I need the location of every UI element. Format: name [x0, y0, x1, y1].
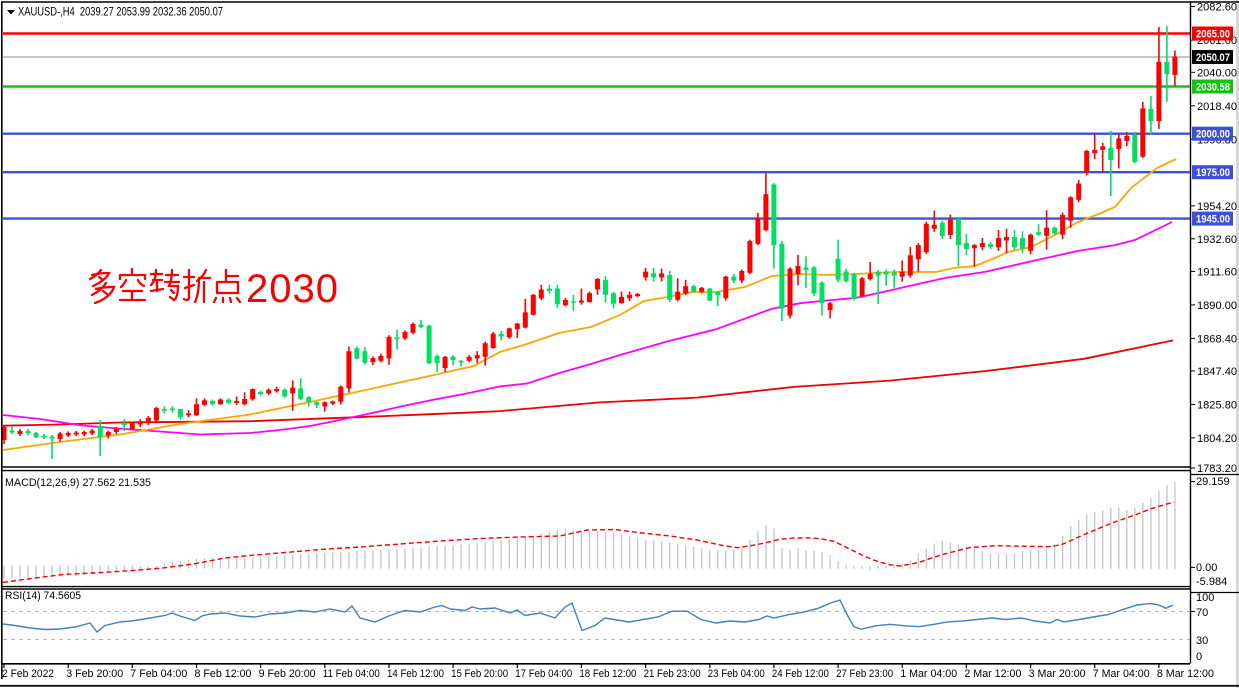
svg-text:RSI(14) 74.5605: RSI(14) 74.5605 — [5, 590, 81, 602]
svg-text:1783.20: 1783.20 — [1197, 463, 1237, 475]
svg-text:2030.58: 2030.58 — [1196, 82, 1230, 94]
svg-text:100: 100 — [1196, 592, 1214, 604]
svg-text:30: 30 — [1196, 635, 1208, 647]
svg-text:2000.00: 2000.00 — [1196, 129, 1230, 141]
svg-text:2 Mar 12:00: 2 Mar 12:00 — [964, 668, 1021, 680]
svg-text:27 Feb 23:00: 27 Feb 23:00 — [836, 668, 893, 680]
svg-text:2 Feb 2022: 2 Feb 2022 — [2, 668, 54, 680]
svg-text:0: 0 — [1196, 651, 1202, 663]
svg-text:1890.00: 1890.00 — [1197, 300, 1237, 312]
svg-text:MACD(12,26,9) 27.562 21.535: MACD(12,26,9) 27.562 21.535 — [5, 477, 151, 489]
svg-text:1932.60: 1932.60 — [1197, 234, 1237, 246]
svg-text:2030: 2030 — [246, 267, 339, 311]
svg-text:3 Mar 20:00: 3 Mar 20:00 — [1029, 668, 1086, 680]
svg-text:1847.40: 1847.40 — [1197, 366, 1237, 378]
svg-text:21 Feb 23:00: 21 Feb 23:00 — [644, 668, 701, 680]
svg-text:2065.00: 2065.00 — [1196, 29, 1230, 41]
svg-text:7 Feb 04:00: 7 Feb 04:00 — [130, 668, 187, 680]
svg-text:14 Feb 12:00: 14 Feb 12:00 — [387, 668, 444, 680]
svg-text:2018.40: 2018.40 — [1197, 101, 1237, 113]
svg-text:1825.80: 1825.80 — [1197, 399, 1237, 411]
svg-text:70: 70 — [1196, 607, 1208, 619]
svg-text:2040.00: 2040.00 — [1197, 67, 1237, 79]
svg-text:9 Feb 20:00: 9 Feb 20:00 — [259, 668, 316, 680]
svg-text:1975.00: 1975.00 — [1196, 167, 1230, 179]
svg-text:7 Mar 04:00: 7 Mar 04:00 — [1093, 668, 1150, 680]
svg-text:XAUUSD-,H4 2039.27 2053.99 20: XAUUSD-,H4 2039.27 2053.99 2032.36 2050.… — [18, 7, 223, 19]
svg-text:15 Feb 20:00: 15 Feb 20:00 — [451, 668, 508, 680]
svg-text:-5.984: -5.984 — [1196, 576, 1227, 588]
svg-text:11 Feb 04:00: 11 Feb 04:00 — [323, 668, 380, 680]
svg-text:18 Feb 12:00: 18 Feb 12:00 — [579, 668, 636, 680]
svg-text:2050.07: 2050.07 — [1196, 52, 1230, 64]
svg-text:1868.40: 1868.40 — [1197, 333, 1237, 345]
svg-text:23 Feb 04:00: 23 Feb 04:00 — [708, 668, 765, 680]
svg-text:0.00: 0.00 — [1196, 562, 1217, 574]
svg-text:29.159: 29.159 — [1196, 476, 1230, 488]
svg-text:24 Feb 12:00: 24 Feb 12:00 — [772, 668, 829, 680]
svg-text:1954.20: 1954.20 — [1197, 201, 1237, 213]
svg-text:1911.60: 1911.60 — [1197, 266, 1237, 278]
svg-text:8 Feb 12:00: 8 Feb 12:00 — [195, 668, 252, 680]
svg-text:1945.00: 1945.00 — [1196, 214, 1230, 226]
svg-text:1804.20: 1804.20 — [1197, 433, 1237, 445]
svg-text:2082.60: 2082.60 — [1197, 2, 1237, 14]
svg-text:3 Feb 20:00: 3 Feb 20:00 — [66, 668, 123, 680]
svg-text:8 Mar 12:00: 8 Mar 12:00 — [1157, 668, 1214, 680]
svg-text:1 Mar 04:00: 1 Mar 04:00 — [900, 668, 957, 680]
svg-text:17 Feb 04:00: 17 Feb 04:00 — [515, 668, 572, 680]
